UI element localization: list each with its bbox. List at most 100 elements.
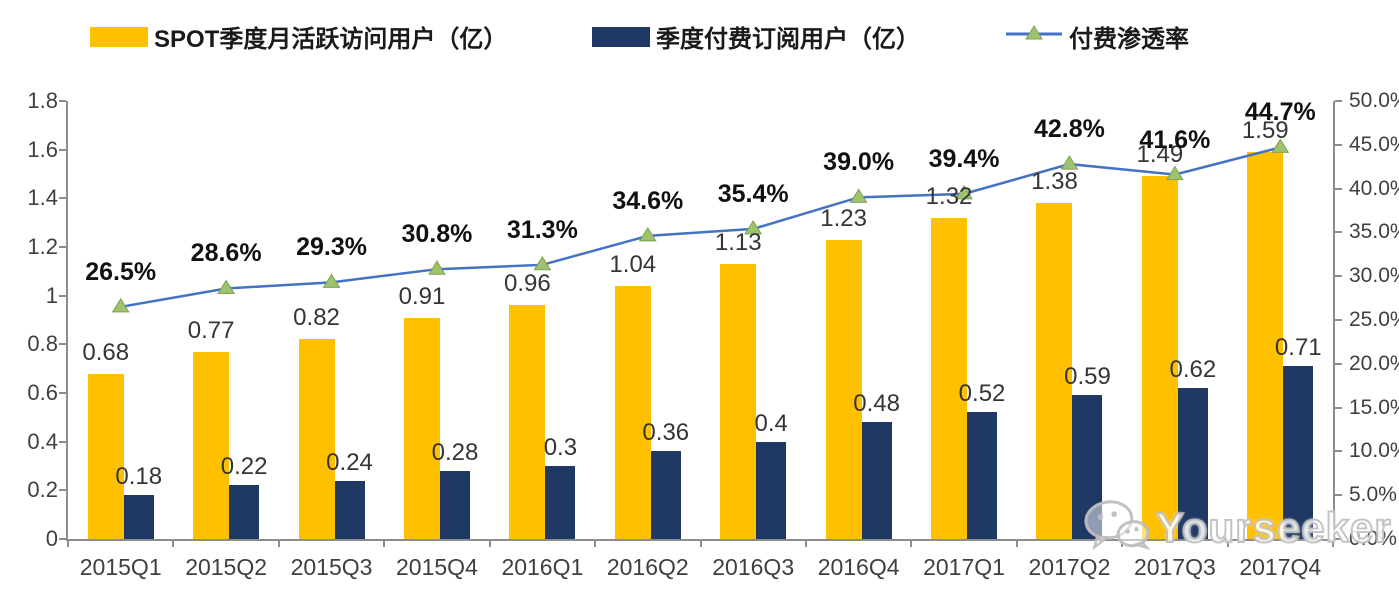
y-axis-right-tick-label: 30.0% <box>1349 264 1399 288</box>
y-axis-right-tick <box>1335 231 1342 234</box>
y-axis-right-tick-label: 5.0% <box>1349 483 1397 507</box>
y-axis-left-tick-label: 1.4 <box>27 185 58 211</box>
wechat-icon <box>1078 492 1154 564</box>
penetration-line-path <box>120 146 1281 309</box>
y-axis-left-tick <box>59 148 66 151</box>
triangle-marker-icon <box>428 260 446 275</box>
y-axis-right-tick <box>1335 100 1342 102</box>
bar-mau-value-label: 0.96 <box>504 270 551 298</box>
y-axis-right-tick-label: 20.0% <box>1349 351 1399 375</box>
bar-subscriber <box>1177 388 1208 539</box>
bar-mau-value-label: 1.23 <box>820 204 867 232</box>
bar-subscriber <box>861 422 892 539</box>
bar-mau-value-label: 0.68 <box>82 338 130 366</box>
x-axis-tick <box>804 539 807 547</box>
x-axis-label: 2015Q4 <box>396 554 478 580</box>
y-axis-right-tick <box>1335 538 1342 540</box>
bar-subscriber <box>1283 366 1314 539</box>
penetration-pct-label: 30.8% <box>401 220 473 249</box>
y-axis-left-tick <box>59 538 66 540</box>
bar-subscriber-value-label: 0.4 <box>754 409 788 437</box>
bar-subscriber <box>545 466 576 539</box>
x-axis-label: 2015Q2 <box>185 554 268 580</box>
legend-label-subscribers: 季度付费订阅用户（亿） <box>656 26 920 53</box>
bar-subscriber-value-label: 0.71 <box>1274 334 1322 362</box>
x-axis-tick <box>910 539 913 547</box>
bar-mau-value-label: 0.77 <box>187 316 235 344</box>
y-axis-left-tick-label: 0.6 <box>27 380 58 405</box>
bar-mau <box>298 339 335 539</box>
y-axis-left-tick <box>59 197 66 200</box>
y-axis-right-tick <box>1335 494 1342 497</box>
bar-subscriber-value-label: 0.62 <box>1169 356 1217 384</box>
triangle-marker-icon <box>217 279 236 294</box>
bar-subscriber <box>756 441 787 539</box>
y-axis-left-tick <box>59 489 66 492</box>
bar-mau-value-label: 0.91 <box>398 282 446 310</box>
bar-subscriber-value-label: 0.22 <box>220 453 268 481</box>
y-axis-right-tick-label: 10.0% <box>1349 439 1399 463</box>
penetration-pct-label: 34.6% <box>612 186 684 215</box>
bar-subscriber-value-label: 0.28 <box>431 438 479 466</box>
bar-subscriber <box>650 451 681 539</box>
watermark: Yourseeker <box>1082 496 1392 559</box>
x-axis-label: 2017Q1 <box>923 554 1005 580</box>
penetration-pct-label: 41.6% <box>1139 125 1211 154</box>
x-axis-tick <box>277 539 280 547</box>
y-axis-right-tick <box>1335 143 1342 146</box>
bar-subscriber-value-label: 0.36 <box>642 419 690 447</box>
bar-subscriber <box>334 480 365 539</box>
legend-item-mau: SPOT季度月活跃访问用户（亿） <box>90 19 507 54</box>
y-axis-right-tick-label: 40.0% <box>1349 176 1399 200</box>
bar-mau-value-label: 1.49 <box>1136 141 1184 169</box>
y-axis-right-tick <box>1335 275 1342 278</box>
triangle-marker-icon <box>1060 155 1079 170</box>
penetration-pct-label: 26.5% <box>85 257 157 286</box>
bar-subscriber <box>439 470 470 539</box>
y-axis-right-tick-label: 15.0% <box>1349 395 1399 419</box>
penetration-pct-label: 31.3% <box>506 215 578 244</box>
x-axis-tick <box>383 539 386 547</box>
y-axis-left-tick <box>59 246 66 248</box>
penetration-pct-label: 39.0% <box>823 148 895 177</box>
y-axis-left-tick-label: 1.6 <box>27 136 58 162</box>
bar-mau-value-label: 1.32 <box>925 182 973 210</box>
bar-mau-value-label: 1.04 <box>609 250 657 278</box>
bar-subscriber-value-label: 0.59 <box>1064 363 1111 391</box>
x-axis-tick <box>488 539 491 547</box>
triangle-marker-icon <box>111 297 130 313</box>
x-axis-tick <box>1015 539 1018 547</box>
bar-mau <box>931 217 968 539</box>
bar-subscriber-value-label: 0.24 <box>326 448 373 476</box>
y-axis-left-tick-label: 1.2 <box>27 234 58 259</box>
y-axis-right-tick <box>1335 406 1342 409</box>
x-axis-label: 2016Q3 <box>712 554 795 580</box>
bar-mau <box>614 285 651 539</box>
bar-mau-value-label: 0.82 <box>293 304 340 332</box>
x-axis-tick <box>699 539 702 547</box>
y-axis-left-tick-label: 0 <box>45 526 58 551</box>
penetration-pct-label: 29.3% <box>296 233 367 262</box>
x-axis-label: 2015Q3 <box>290 554 373 580</box>
bar-subscriber-value-label: 0.48 <box>853 390 900 418</box>
x-axis-label: 2017Q3 <box>1133 554 1216 580</box>
triangle-marker-icon <box>533 255 552 271</box>
x-axis-tick <box>1332 539 1334 547</box>
x-axis-tick <box>67 539 69 547</box>
triangle-marker-icon <box>322 273 341 288</box>
bar-subscriber-value-label: 0.3 <box>543 434 578 461</box>
penetration-pct-label: 28.6% <box>190 239 262 268</box>
y-axis-left-tick-label: 1.8 <box>27 88 58 113</box>
bar-subscriber <box>967 412 998 539</box>
triangle-marker-icon <box>638 226 657 242</box>
y-axis-left-tick <box>59 100 66 102</box>
bar-subscriber-value-label: 0.18 <box>115 463 163 491</box>
x-axis-tick <box>172 539 175 547</box>
bar-mau-value-label: 1.13 <box>714 229 762 257</box>
y-axis-right-tick-label: 0.0% <box>1349 527 1397 550</box>
legend-label-penetration: 付费渗透率 <box>1069 26 1189 53</box>
legend-item-subscribers: 季度付费订阅用户（亿） <box>592 19 920 54</box>
legend-label-mau: SPOT季度月活跃访问用户（亿） <box>154 26 508 53</box>
y-axis-right-tick-label: 35.0% <box>1349 220 1399 244</box>
legend-item-penetration: 付费渗透率 <box>1005 19 1189 54</box>
